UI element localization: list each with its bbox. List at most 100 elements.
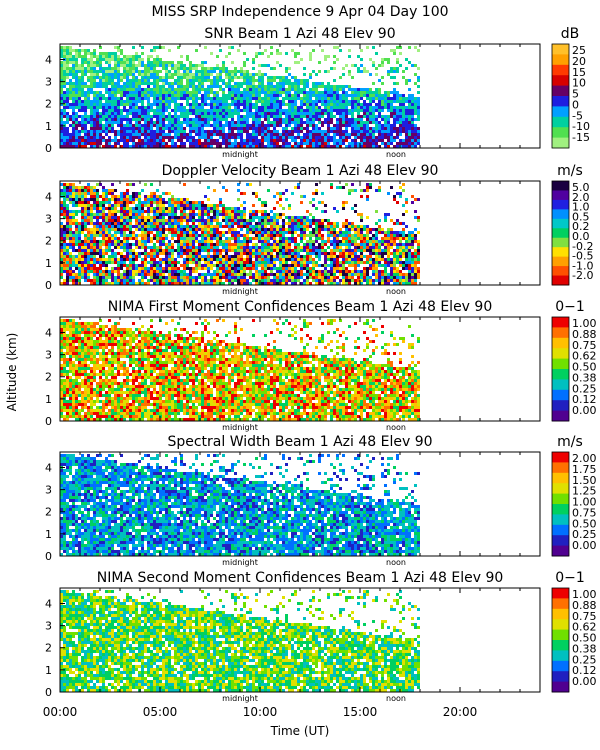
- heatmap-cell: [180, 264, 183, 267]
- heatmap-cell: [225, 189, 228, 192]
- heatmap-cell: [246, 246, 249, 249]
- heatmap-cell: [75, 222, 78, 225]
- heatmap-cell: [90, 130, 93, 133]
- heatmap-cell: [147, 124, 150, 127]
- heatmap-cell: [258, 130, 261, 133]
- heatmap-cell: [336, 58, 339, 61]
- heatmap-cell: [246, 106, 249, 109]
- heatmap-cell: [186, 282, 189, 285]
- heatmap-cell: [228, 70, 231, 73]
- heatmap-cell: [177, 219, 180, 222]
- heatmap-cell: [405, 112, 408, 115]
- heatmap-cell: [87, 142, 90, 145]
- heatmap-cell: [246, 127, 249, 130]
- heatmap-cell: [186, 252, 189, 255]
- heatmap-cell: [156, 228, 159, 231]
- heatmap-cell: [360, 88, 363, 91]
- heatmap-cell: [99, 249, 102, 252]
- heatmap-cell: [270, 255, 273, 258]
- heatmap-cell: [132, 61, 135, 64]
- heatmap-cell: [69, 145, 72, 148]
- heatmap-cell: [186, 279, 189, 282]
- heatmap-cell: [141, 219, 144, 222]
- heatmap-cell: [204, 276, 207, 279]
- heatmap-cell: [108, 222, 111, 225]
- heatmap-cell: [93, 231, 96, 234]
- heatmap-cell: [192, 142, 195, 145]
- heatmap-cell: [138, 222, 141, 225]
- heatmap-cell: [120, 222, 123, 225]
- heatmap-cell: [372, 139, 375, 142]
- heatmap-cell: [174, 267, 177, 270]
- heatmap-cell: [417, 127, 420, 130]
- heatmap-cell: [360, 124, 363, 127]
- heatmap-cell: [129, 136, 132, 139]
- heatmap-cell: [180, 228, 183, 231]
- heatmap-cell: [324, 103, 327, 106]
- heatmap-cell: [114, 82, 117, 85]
- heatmap-cell: [387, 97, 390, 100]
- heatmap-cell: [96, 192, 99, 195]
- heatmap-cell: [327, 127, 330, 130]
- heatmap-cell: [102, 237, 105, 240]
- heatmap-cell: [168, 115, 171, 118]
- heatmap-cell: [273, 216, 276, 219]
- heatmap-cell: [222, 115, 225, 118]
- heatmap-cell: [117, 201, 120, 204]
- heatmap-cell: [309, 124, 312, 127]
- heatmap-cell: [81, 249, 84, 252]
- heatmap-cell: [261, 267, 264, 270]
- heatmap-cell: [201, 237, 204, 240]
- heatmap-cell: [213, 231, 216, 234]
- heatmap-cell: [375, 88, 378, 91]
- heatmap-cell: [396, 67, 399, 70]
- heatmap-cell: [402, 124, 405, 127]
- heatmap-cell: [183, 279, 186, 282]
- heatmap-cell: [168, 201, 171, 204]
- heatmap-cell: [279, 255, 282, 258]
- heatmap-cell: [171, 210, 174, 213]
- heatmap-cell: [201, 243, 204, 246]
- heatmap-cell: [387, 100, 390, 103]
- heatmap-cell: [147, 213, 150, 216]
- heatmap-cell: [237, 82, 240, 85]
- heatmap-cell: [81, 225, 84, 228]
- heatmap-cell: [87, 130, 90, 133]
- heatmap-cell: [240, 192, 243, 195]
- heatmap-cell: [192, 112, 195, 115]
- heatmap-cell: [279, 100, 282, 103]
- heatmap-cell: [201, 145, 204, 148]
- heatmap-cell: [75, 282, 78, 285]
- heatmap-cell: [273, 124, 276, 127]
- heatmap-cell: [228, 139, 231, 142]
- heatmap-cell: [78, 124, 81, 127]
- heatmap-cell: [75, 234, 78, 237]
- heatmap-cell: [342, 112, 345, 115]
- heatmap-cell: [294, 127, 297, 130]
- heatmap-cell: [306, 97, 309, 100]
- heatmap-cell: [147, 58, 150, 61]
- heatmap-cell: [150, 279, 153, 282]
- heatmap-cell: [297, 94, 300, 97]
- colorbar-swatch: [552, 96, 569, 107]
- heatmap-cell: [243, 246, 246, 249]
- heatmap-cell: [312, 139, 315, 142]
- heatmap-cell: [216, 64, 219, 67]
- heatmap-cell: [327, 133, 330, 136]
- heatmap-cell: [291, 85, 294, 88]
- heatmap-cell: [108, 70, 111, 73]
- heatmap-cell: [390, 142, 393, 145]
- heatmap-cell: [270, 258, 273, 261]
- heatmap-cell: [63, 183, 66, 186]
- heatmap-cell: [216, 103, 219, 106]
- heatmap-cell: [222, 276, 225, 279]
- heatmap-cell: [153, 145, 156, 148]
- heatmap-cell: [249, 213, 252, 216]
- heatmap-cell: [384, 127, 387, 130]
- heatmap-cell: [279, 76, 282, 79]
- heatmap-cell: [123, 103, 126, 106]
- heatmap-cell: [141, 115, 144, 118]
- heatmap-cell: [339, 142, 342, 145]
- heatmap-cell: [267, 267, 270, 270]
- heatmap-cell: [330, 121, 333, 124]
